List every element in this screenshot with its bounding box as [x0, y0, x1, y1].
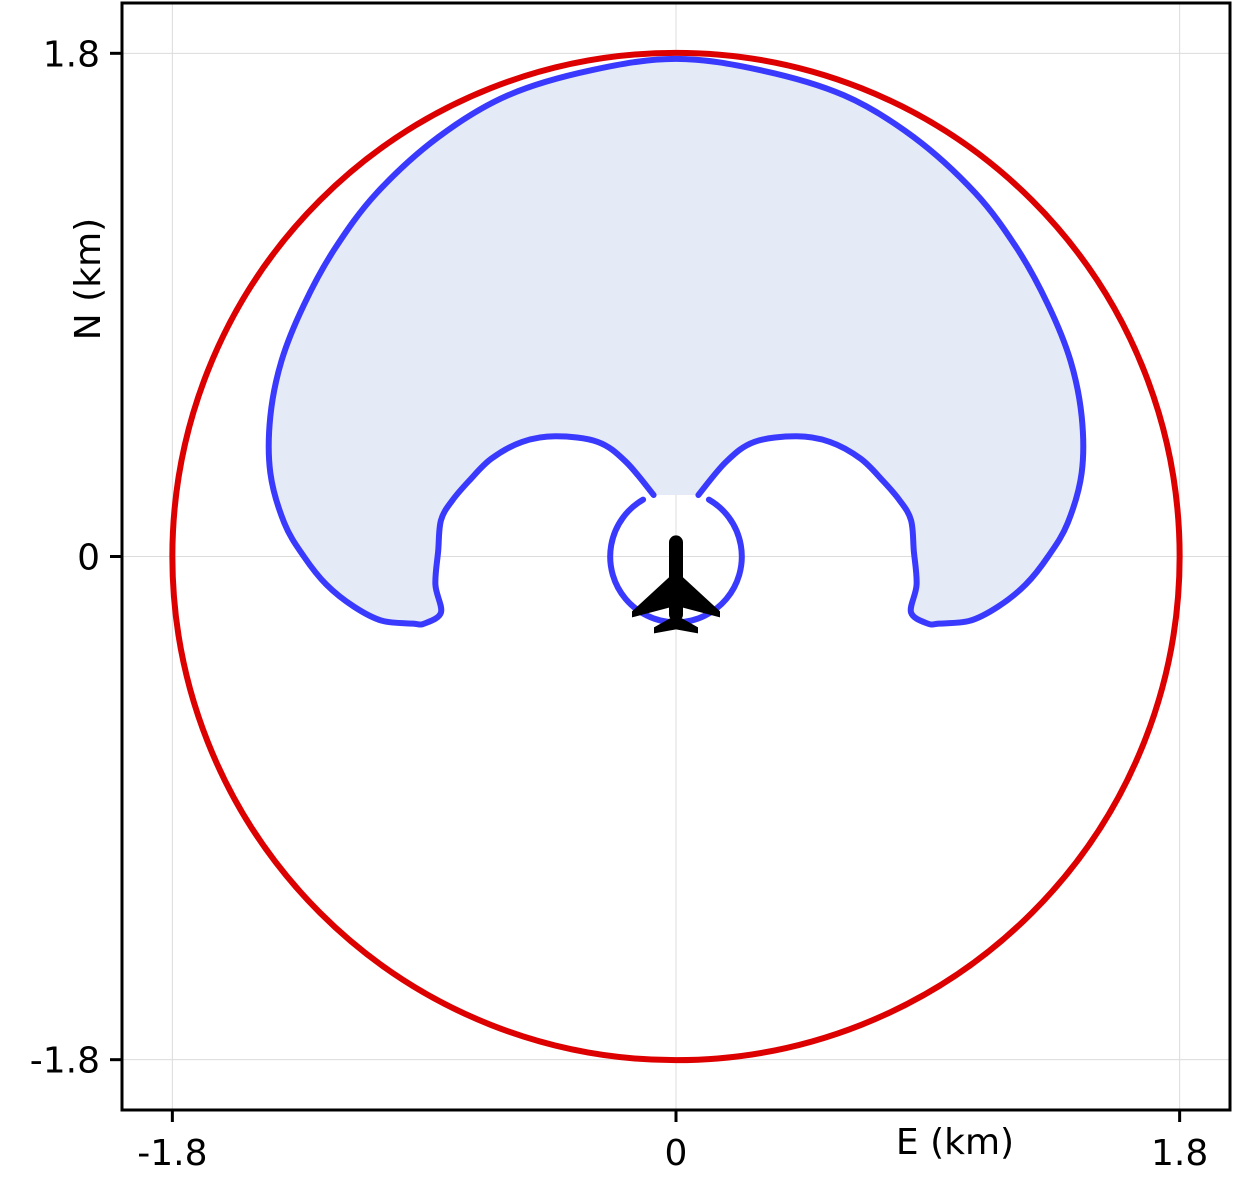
airplane-tail [654, 618, 698, 634]
x-tick-label-2: 1.8 [1151, 1133, 1208, 1174]
y-tick-label-2: 1.8 [43, 34, 100, 75]
y-tick-label-1: 0 [77, 538, 100, 579]
reachable-region-boundary [265, 55, 1087, 628]
airplane-wings [632, 576, 720, 618]
y-tick-label-0: -1.8 [30, 1041, 100, 1082]
x-tick-label-1: 0 [665, 1133, 688, 1174]
airplane-icon [632, 535, 720, 634]
ticks: -1.8 0 1.8 -1.8 0 1.8 [30, 34, 1209, 1174]
x-axis-label: E (km) [896, 1122, 1014, 1163]
data-layer [169, 49, 1183, 1064]
range-circle [169, 49, 1183, 1064]
x-tick-label-0: -1.8 [137, 1133, 207, 1174]
y-axis-label: N (km) [68, 218, 109, 340]
